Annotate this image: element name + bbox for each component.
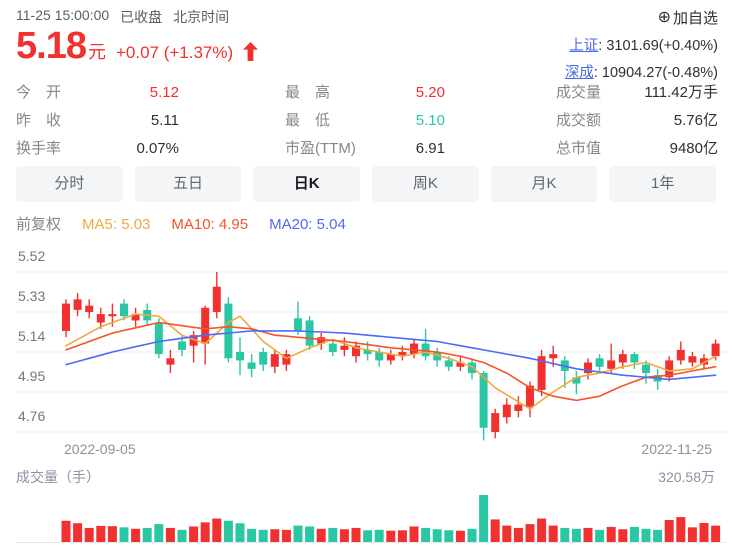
quote-timestamp: 11-25 15:00:00 [16, 7, 110, 23]
price-tick-label: 4.95 [18, 368, 46, 384]
volume-chart[interactable] [0, 489, 732, 545]
stat-value: 0.07% [136, 140, 179, 157]
index-sz-link[interactable]: 深成 [564, 65, 594, 81]
stat-label: 成交额 [556, 112, 602, 129]
stat-label: 市盈(TTM) [285, 140, 356, 157]
stat-value: 111.42万手 [644, 84, 718, 101]
tab-分时[interactable]: 分时 [16, 166, 123, 202]
stat-row: 成交额 5.76亿 [556, 107, 718, 135]
current-price: 5.18 [16, 25, 87, 67]
x-axis-start-date: 2022-09-05 [64, 441, 136, 457]
stat-label: 成交量 [556, 84, 602, 101]
stats-column-1: 今 开 5.12 昨 收 5.11 换手率 0.07% [16, 79, 179, 163]
kline-chart[interactable] [0, 240, 732, 446]
stat-row: 市盈(TTM) 6.91 [285, 135, 445, 163]
stat-value: 9480亿 [669, 140, 718, 157]
add-watchlist-button[interactable]: ⊕ 加自选 [658, 7, 718, 28]
index-sh-link[interactable]: 上证 [569, 38, 599, 54]
stat-label: 换手率 [16, 140, 62, 157]
x-axis-end-date: 2022-11-25 [641, 441, 712, 457]
price-tick-label: 5.52 [18, 248, 46, 264]
stat-row: 换手率 0.07% [16, 135, 179, 163]
tab-月K[interactable]: 月K [490, 166, 598, 202]
price-unit: 元 [87, 42, 106, 62]
stat-value: 6.91 [415, 140, 445, 157]
tab-周K[interactable]: 周K [372, 166, 479, 202]
market-status: 已收盘 [120, 9, 163, 25]
stat-row: 成交量 111.42万手 [556, 79, 718, 107]
stat-row: 最 低 5.10 [285, 107, 445, 135]
timezone-label: 北京时间 [173, 9, 230, 25]
price-tick-label: 5.33 [18, 288, 46, 304]
stat-value: 5.12 [149, 84, 179, 101]
index-sz-value: : 10904.27(-0.48%) [593, 65, 718, 81]
stat-row: 总市值 9480亿 [556, 135, 718, 163]
tab-五日[interactable]: 五日 [134, 166, 242, 202]
period-tab-bar: 分时 五日 日K 周K 月K 1年 [16, 166, 717, 202]
header-right: ⊕ 加自选 上证: 3101.69(+0.40%) 深成: 10904.27(-… [565, 7, 718, 82]
price-change: +0.07 (+1.37%) [115, 43, 234, 62]
stat-row: 昨 收 5.11 [16, 107, 179, 135]
stat-value: 5.76亿 [673, 112, 718, 129]
index-sh-value: : 3101.69(+0.40%) [598, 38, 718, 54]
stat-label: 昨 收 [16, 112, 62, 129]
stat-label: 最 高 [285, 84, 331, 101]
quote-time-row: 11-25 15:00:00 已收盘 北京时间 [16, 7, 229, 27]
index-sh-row: 上证: 3101.69(+0.40%) [569, 34, 718, 55]
ma10-legend: MA10: 4.95 [171, 216, 249, 233]
stat-row: 最 高 5.20 [285, 79, 445, 107]
ma20-legend: MA20: 5.04 [269, 216, 346, 233]
stat-value: 5.11 [150, 112, 179, 129]
stat-label: 总市值 [556, 140, 602, 157]
stat-row: 今 开 5.12 [16, 79, 179, 107]
stats-column-2: 最 高 5.20 最 低 5.10 市盈(TTM) 6.91 [285, 79, 445, 163]
price-block: 5.18 元 +0.07 (+1.37%) [16, 25, 259, 67]
price-tick-label: 5.14 [18, 328, 46, 344]
price-tick-label: 4.76 [18, 408, 46, 424]
add-watchlist-label: 加自选 [672, 10, 718, 27]
tab-1年[interactable]: 1年 [609, 166, 717, 202]
up-arrow-icon [243, 41, 259, 61]
stats-column-3: 成交量 111.42万手成交额 5.76亿总市值 9480亿 [556, 79, 718, 163]
stat-label: 最 低 [285, 112, 331, 129]
stat-label: 今 开 [16, 84, 62, 101]
ma5-legend: MA5: 5.03 [82, 216, 151, 233]
volume-pane-title: 成交量（手） [16, 469, 100, 485]
stat-value: 5.20 [415, 84, 445, 101]
circle-plus-icon: ⊕ [657, 8, 671, 26]
index-sz-row: 深成: 10904.27(-0.48%) [565, 61, 718, 82]
ma-legend: 前复权 MA5: 5.03 MA10: 4.95 MA20: 5.04 [16, 213, 346, 234]
volume-axis-max: 320.58万 [658, 469, 715, 485]
adjust-mode-button[interactable]: 前复权 [16, 216, 62, 233]
tab-日K[interactable]: 日K [253, 166, 361, 202]
stat-value: 5.10 [415, 112, 445, 129]
